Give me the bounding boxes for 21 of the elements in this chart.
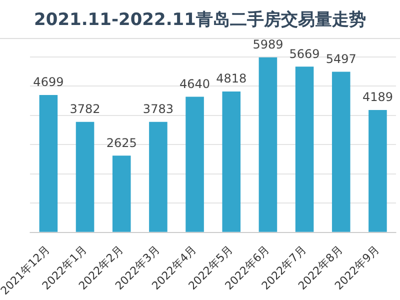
data-label: 4818 bbox=[216, 72, 247, 86]
data-label: 4189 bbox=[362, 90, 393, 104]
data-label: 5669 bbox=[289, 46, 320, 61]
bar bbox=[258, 57, 278, 232]
bar bbox=[39, 95, 58, 232]
bar bbox=[112, 156, 131, 232]
bar bbox=[368, 110, 387, 232]
data-label: 3782 bbox=[70, 102, 100, 116]
bar bbox=[186, 96, 204, 232]
data-label: 3783 bbox=[142, 102, 174, 116]
bar bbox=[149, 122, 168, 232]
chart-title: 2021.11-2022.11青岛二手房交易量走势 bbox=[0, 0, 400, 39]
data-label: 5497 bbox=[326, 52, 356, 66]
bar bbox=[295, 66, 314, 232]
bar bbox=[222, 92, 241, 232]
data-label: 5989 bbox=[252, 37, 284, 52]
bar bbox=[332, 72, 350, 232]
data-label: 4699 bbox=[33, 75, 64, 90]
data-label: 2625 bbox=[106, 136, 137, 150]
data-label: 4640 bbox=[180, 76, 210, 91]
bar bbox=[76, 122, 94, 232]
